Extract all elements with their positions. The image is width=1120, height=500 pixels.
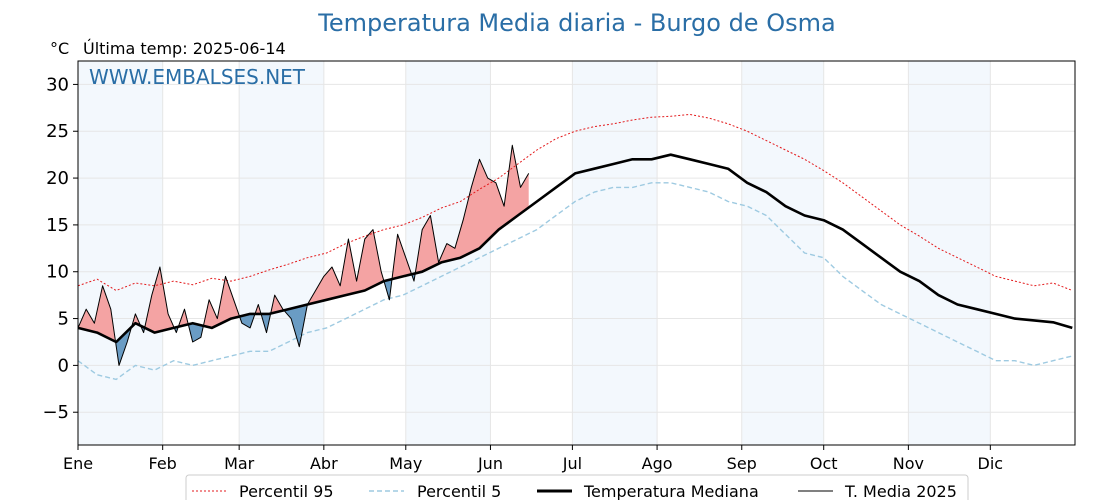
above-median-fill-8 bbox=[203, 276, 240, 328]
legend-label-p95: Percentil 95 bbox=[239, 482, 334, 500]
month-shade-3 bbox=[572, 61, 658, 445]
last-temp-label: Última temp: 2025-06-14 bbox=[83, 39, 286, 58]
above-median-fill-18 bbox=[415, 145, 529, 274]
legend-label-median: Temperatura Mediana bbox=[583, 482, 759, 500]
x-tick-label-1: Feb bbox=[149, 454, 177, 473]
month-shading bbox=[78, 61, 991, 445]
above-median-fill-4 bbox=[144, 267, 175, 332]
below-median-fill-11 bbox=[261, 313, 271, 333]
x-tick-label-3: Abr bbox=[310, 454, 338, 473]
y-tick-label-0: −5 bbox=[42, 402, 69, 423]
y-axis-ticks: −5 0 5 10 15 20 25 30 bbox=[42, 74, 78, 423]
unit-label: °C bbox=[50, 39, 69, 58]
month-shade-0 bbox=[78, 61, 163, 445]
y-tick-label-3: 10 bbox=[46, 262, 69, 283]
y-tick-label-5: 20 bbox=[46, 168, 69, 189]
legend-label-p5: Percentil 5 bbox=[417, 482, 501, 500]
y-tick-label-6: 25 bbox=[46, 121, 69, 142]
x-tick-label-5: Jun bbox=[477, 454, 503, 473]
tmedia-2025-line bbox=[77, 144, 530, 366]
x-tick-label-0: Ene bbox=[63, 454, 93, 473]
y-tick-label-7: 30 bbox=[46, 74, 69, 95]
above-median-fill-14 bbox=[307, 229, 385, 305]
y-tick-label-2: 5 bbox=[58, 309, 69, 330]
x-tick-label-8: Sep bbox=[727, 454, 757, 473]
x-tick-label-9: Oct bbox=[810, 454, 838, 473]
below-median-fill-13 bbox=[283, 304, 308, 347]
series-lines bbox=[77, 113, 1073, 381]
x-tick-label-4: May bbox=[389, 454, 422, 473]
y-tick-label-4: 15 bbox=[46, 215, 69, 236]
month-shade-5 bbox=[908, 61, 991, 445]
y-tick-label-1: 0 bbox=[58, 355, 69, 376]
chart-title: Temperatura Media diaria - Burgo de Osma bbox=[317, 9, 835, 37]
above-median-fill-16 bbox=[391, 234, 412, 280]
x-tick-label-11: Dic bbox=[978, 454, 1004, 473]
below-median-fill-1 bbox=[115, 326, 132, 366]
legend: Percentil 95 Percentil 5 Temperatura Med… bbox=[185, 474, 969, 500]
median-line bbox=[77, 153, 1073, 344]
x-tick-label-7: Ago bbox=[642, 454, 673, 473]
plot-frame bbox=[77, 60, 1076, 446]
x-tick-label-2: Mar bbox=[224, 454, 255, 473]
below-median-fill-7 bbox=[188, 323, 204, 342]
watermark: WWW.EMBALSES.NET bbox=[89, 65, 306, 89]
month-shade-1 bbox=[239, 61, 324, 445]
x-tick-label-10: Nov bbox=[893, 454, 924, 473]
above-median-fill-6 bbox=[178, 309, 189, 327]
x-axis-ticks: Ene Feb Mar Abr May Jun Jul Ago Sep Oct Nov Dic bbox=[63, 445, 1003, 473]
x-tick-label-6: Jul bbox=[562, 454, 582, 473]
month-shade-4 bbox=[741, 61, 824, 445]
legend-box bbox=[185, 474, 969, 500]
legend-label-2025: T. Media 2025 bbox=[844, 482, 957, 500]
p5-line bbox=[77, 182, 1073, 381]
above-median-fill-10 bbox=[255, 304, 262, 314]
